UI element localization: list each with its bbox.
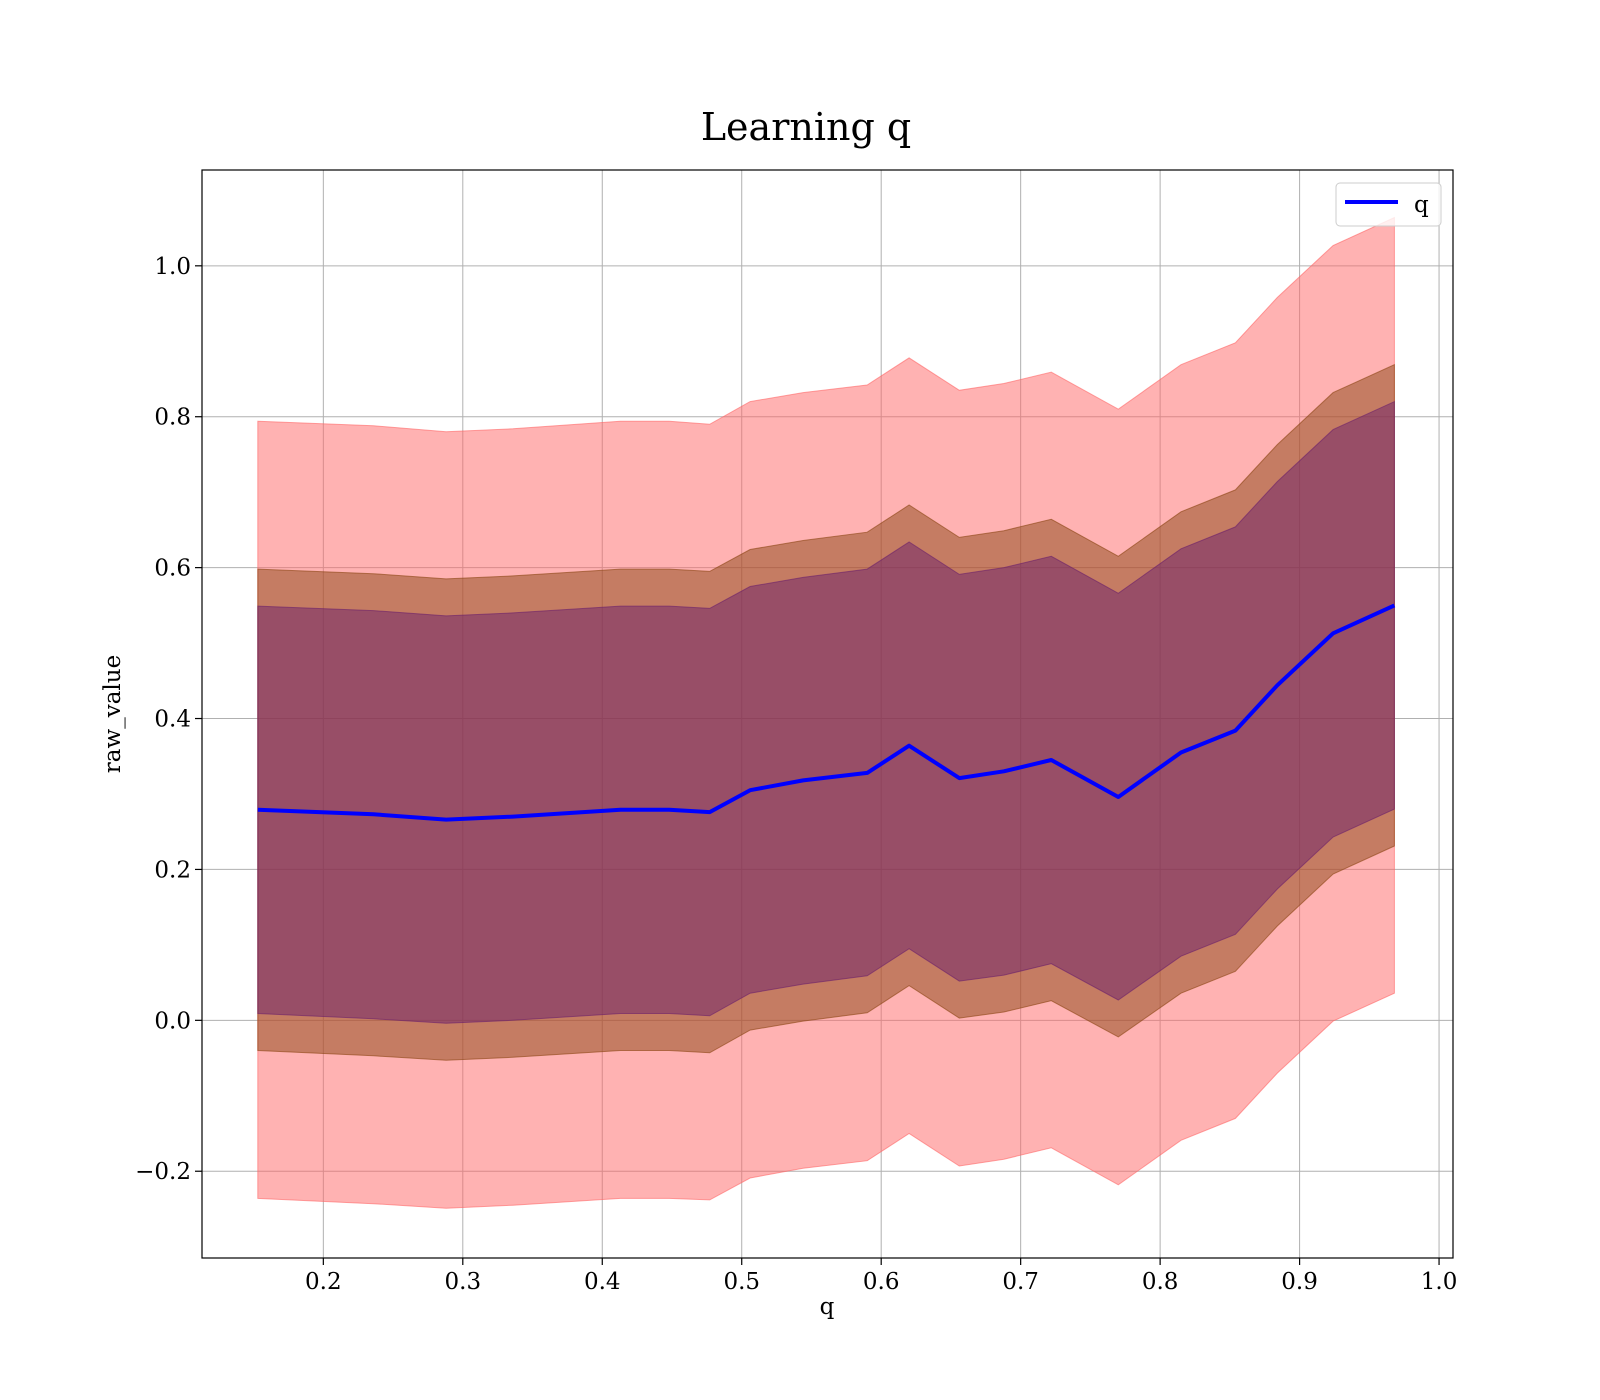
y-tick-label: 1.0: [154, 254, 191, 280]
x-tick-label: 0.2: [305, 1269, 342, 1295]
series-line-q: [257, 603, 1396, 822]
y-axis-label: raw_value: [100, 655, 126, 773]
series-lines: [257, 603, 1396, 822]
y-tick-label: 0.8: [154, 405, 191, 431]
x-tick-label: 0.3: [445, 1269, 482, 1295]
confidence-bands: [257, 216, 1395, 1209]
legend-label-q: q: [1414, 192, 1429, 218]
axis-ticks: 0.2 0.3 0.4 0.5 0.6 0.7 0.8 0.9 1.0 −0.2 0.0 0.2 0.4…: [135, 254, 1457, 1295]
legend-box: [1335, 182, 1442, 227]
y-tick-label: 0.2: [154, 857, 191, 883]
y-tick-label: 0.4: [154, 707, 191, 733]
x-tick-label: 0.7: [1002, 1269, 1039, 1295]
x-tick-label: 0.8: [1142, 1269, 1179, 1295]
x-tick-label: 0.6: [863, 1269, 900, 1295]
band-inner: [257, 400, 1395, 1024]
x-tick-label: 1.0: [1421, 1269, 1458, 1295]
y-tick-label: 0.0: [154, 1008, 191, 1034]
chart-title: Learning q: [701, 105, 911, 149]
x-tick-label: 0.4: [584, 1269, 621, 1295]
x-tick-label: 0.9: [1281, 1269, 1318, 1295]
x-tick-label: 0.5: [723, 1269, 760, 1295]
y-tick-label: 0.6: [154, 556, 191, 582]
x-axis-label: q: [820, 1294, 835, 1320]
legend: q: [1335, 182, 1442, 227]
plot-frame: [201, 169, 1454, 1259]
y-tick-label: −0.2: [135, 1159, 191, 1185]
